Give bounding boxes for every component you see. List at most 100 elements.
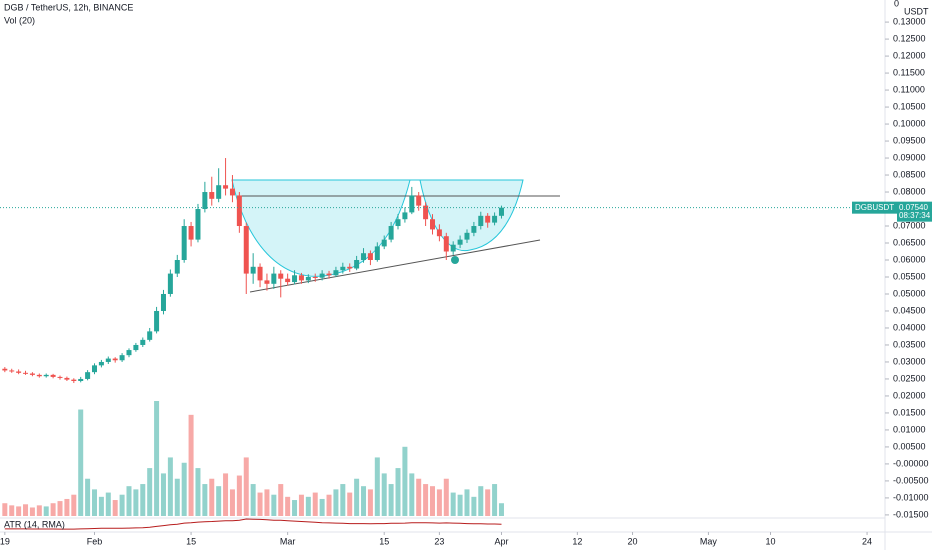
volume-bar [381, 473, 387, 516]
volume-bar [443, 478, 449, 516]
y-tick-label: 0.09500 [893, 135, 926, 145]
candle-body [229, 188, 235, 196]
volume-bar [243, 457, 249, 516]
chart-title: DGB / TetherUS, 12h, BINANCE [4, 2, 133, 12]
candle-body [50, 374, 56, 377]
y-tick-label: 0.12000 [893, 50, 926, 60]
drawings [231, 179, 560, 293]
y-tick-label: -0.00000 [893, 458, 929, 468]
y-tick-label: -0.01500 [893, 509, 929, 519]
volume-bar [278, 484, 284, 516]
volume-bar [229, 489, 235, 516]
atr-label: ATR (14, RMA) [4, 519, 65, 529]
candle-body [43, 374, 49, 377]
volume-bar [485, 489, 491, 516]
candle-body [402, 212, 408, 220]
volume-bar [119, 494, 125, 516]
y-tick-label: 0.02500 [893, 373, 926, 383]
volume-bar [71, 494, 77, 516]
volume-bar [85, 478, 91, 516]
y-tick-label: 0.00500 [893, 441, 926, 451]
candle-body [498, 207, 504, 216]
candle-body [57, 376, 63, 378]
volume-bar [395, 468, 401, 516]
volume-bar [23, 504, 29, 516]
volume-bar [374, 457, 380, 516]
volume-bar [78, 409, 84, 516]
candle-body [181, 226, 187, 260]
volume-bar [188, 414, 194, 516]
candle-body [457, 239, 463, 245]
volume-bar [2, 503, 8, 516]
candle-body [278, 273, 284, 279]
axis-top-label: 0 [894, 0, 899, 8]
candle-body [2, 368, 8, 371]
volume-bar [236, 475, 242, 516]
volume-bar [450, 492, 456, 516]
candle-body [292, 275, 298, 283]
volume-bar [347, 492, 353, 516]
y-tick-label: 0.05500 [893, 271, 926, 281]
volume-bar [312, 492, 318, 516]
cup-pattern [231, 179, 524, 277]
volume-bar [436, 489, 442, 516]
volume-bar [367, 489, 373, 516]
x-tick-label: 24 [862, 536, 872, 546]
symbol-label: DGBUSDT [855, 203, 894, 212]
candle-body [140, 339, 146, 345]
y-tick-label: 0.06000 [893, 254, 926, 264]
candle-body [388, 226, 394, 240]
last-price-label: 0.07540 [899, 203, 928, 212]
y-tick-label: 0.04000 [893, 322, 926, 332]
y-tick-label: 0.07000 [893, 220, 926, 230]
candle-body [409, 195, 415, 213]
candle-body [119, 355, 125, 361]
candle-body [195, 209, 201, 240]
candle-body [450, 244, 456, 252]
volume-bar [216, 486, 222, 516]
candle-body [374, 246, 380, 260]
atr-line [4, 518, 502, 530]
volume-bar [167, 457, 173, 516]
candle-body [305, 276, 311, 281]
candle-body [209, 192, 215, 199]
volume-bar [50, 503, 56, 516]
x-tick-label: May [700, 536, 718, 546]
volume-bar [292, 500, 298, 516]
candle-body [326, 273, 332, 276]
volume-bar [105, 492, 111, 516]
candle-body [271, 273, 277, 284]
candle-body [485, 215, 491, 223]
candle-body [29, 373, 35, 375]
trend-line [249, 239, 541, 293]
volume-bar [333, 489, 339, 516]
candle-body [236, 195, 242, 227]
marks [2, 158, 504, 530]
volume-bar [36, 505, 42, 516]
volume-bar [92, 489, 98, 516]
candle-body [395, 219, 401, 227]
candle-body [202, 192, 208, 210]
volume-bar [209, 478, 215, 516]
volume-bar [305, 496, 311, 516]
candle-body [333, 270, 339, 276]
volume-bar [147, 468, 153, 516]
y-tick-label: 0.03500 [893, 339, 926, 349]
candle-body [154, 310, 160, 332]
volume-bar [257, 492, 263, 516]
volume-bar [16, 506, 22, 516]
candle-body [471, 226, 477, 233]
y-tick-label: 0.10500 [893, 101, 926, 111]
candle-body [105, 358, 111, 362]
y-tick-label: 0.05000 [893, 288, 926, 298]
candle-body [492, 215, 498, 223]
candle-body [85, 372, 91, 379]
y-tick-label: 0.11000 [893, 84, 925, 94]
candle-body [354, 260, 360, 269]
volume-bar [326, 494, 332, 516]
candle-body [126, 350, 132, 356]
x-tick-label: 23 [434, 536, 444, 546]
marker-dot [451, 256, 459, 264]
volume-bar [9, 505, 15, 516]
